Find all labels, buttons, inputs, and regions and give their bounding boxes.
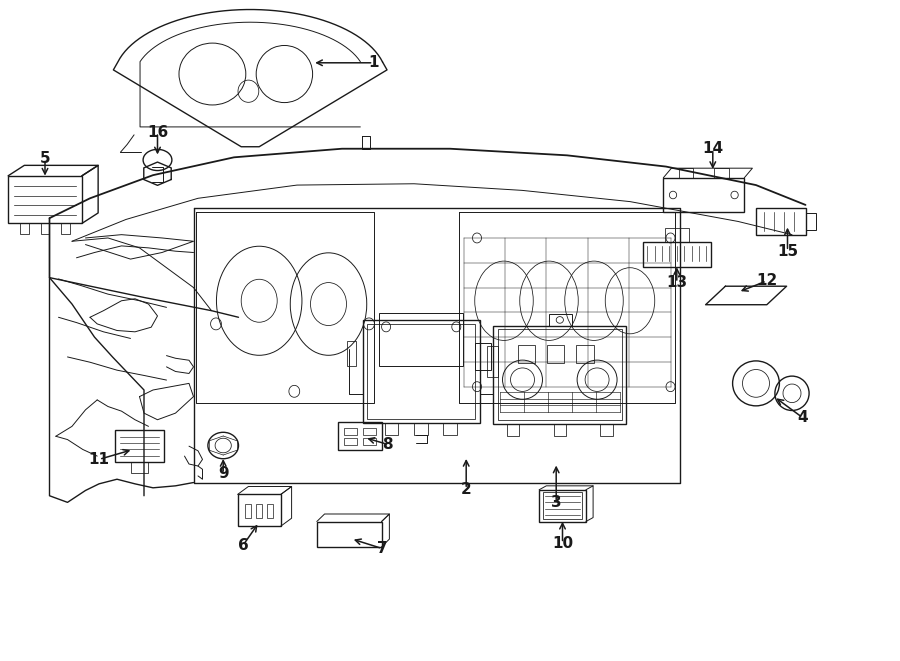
Bar bbox=[663, 178, 744, 212]
Bar bbox=[346, 341, 356, 366]
Bar bbox=[475, 342, 491, 370]
Text: 10: 10 bbox=[552, 536, 573, 551]
Bar bbox=[539, 490, 586, 522]
Bar bbox=[806, 213, 816, 230]
Bar bbox=[493, 326, 626, 424]
Bar bbox=[715, 168, 729, 178]
Bar bbox=[338, 422, 382, 450]
Bar bbox=[549, 314, 572, 326]
Text: 14: 14 bbox=[702, 141, 724, 156]
Bar bbox=[363, 428, 375, 435]
Text: 15: 15 bbox=[777, 244, 798, 258]
Bar bbox=[507, 424, 519, 436]
Bar bbox=[576, 346, 594, 363]
Bar bbox=[518, 346, 536, 363]
Text: 11: 11 bbox=[88, 452, 110, 467]
Text: 4: 4 bbox=[797, 410, 808, 425]
Bar bbox=[130, 462, 148, 473]
Bar bbox=[317, 522, 382, 547]
Text: 2: 2 bbox=[461, 482, 472, 496]
Bar bbox=[344, 428, 356, 435]
Bar bbox=[543, 492, 582, 519]
Text: 6: 6 bbox=[238, 538, 248, 553]
Text: 12: 12 bbox=[756, 274, 778, 288]
Bar bbox=[547, 346, 564, 363]
Bar bbox=[246, 504, 251, 518]
Bar bbox=[363, 438, 375, 445]
Bar bbox=[444, 423, 457, 435]
Bar bbox=[756, 208, 806, 235]
Bar bbox=[414, 423, 427, 435]
Bar bbox=[267, 504, 273, 518]
Bar bbox=[385, 423, 398, 435]
Bar bbox=[344, 438, 356, 445]
Text: 16: 16 bbox=[147, 125, 168, 139]
Bar bbox=[379, 313, 464, 366]
Text: 7: 7 bbox=[377, 541, 388, 556]
Bar bbox=[363, 321, 480, 423]
Bar bbox=[643, 242, 711, 267]
Bar bbox=[256, 504, 262, 518]
Text: 13: 13 bbox=[666, 276, 688, 290]
Text: 5: 5 bbox=[40, 151, 50, 166]
Bar bbox=[8, 176, 82, 223]
Text: 3: 3 bbox=[551, 495, 562, 510]
Bar bbox=[554, 424, 566, 436]
Bar bbox=[20, 223, 29, 234]
Bar bbox=[367, 324, 475, 420]
Text: 1: 1 bbox=[368, 56, 379, 70]
Bar bbox=[238, 494, 281, 526]
Text: 9: 9 bbox=[218, 467, 229, 481]
Bar bbox=[40, 223, 50, 234]
Bar bbox=[115, 430, 164, 462]
Bar bbox=[679, 168, 693, 178]
Bar bbox=[600, 424, 613, 436]
Bar bbox=[61, 223, 70, 234]
Text: 8: 8 bbox=[382, 437, 392, 451]
Bar bbox=[487, 346, 498, 377]
Bar bbox=[664, 228, 689, 242]
Bar bbox=[498, 329, 622, 420]
